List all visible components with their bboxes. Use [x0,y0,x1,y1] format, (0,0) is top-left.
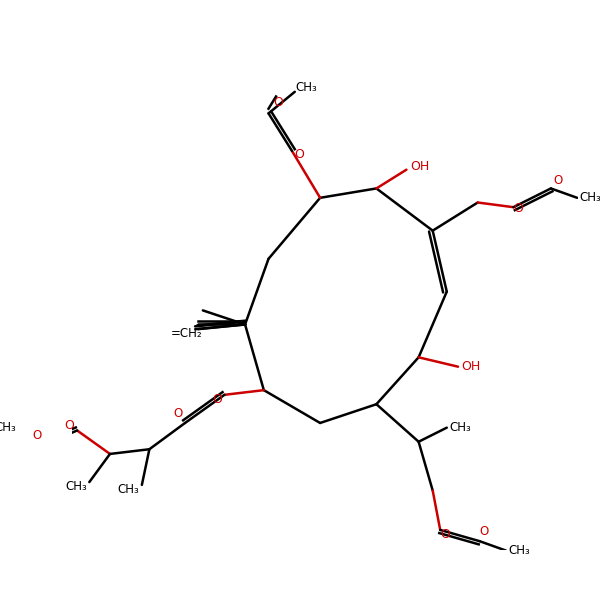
Text: O: O [554,175,563,187]
Text: O: O [273,95,283,109]
Text: CH₃: CH₃ [118,483,140,496]
Text: O: O [32,428,41,442]
Text: CH₃: CH₃ [65,480,87,493]
Text: O: O [479,525,489,538]
Text: O: O [440,528,450,541]
Text: CH₃: CH₃ [580,191,600,205]
Text: OH: OH [410,160,429,173]
Text: O: O [295,148,304,161]
Text: O: O [212,393,222,406]
Text: O: O [65,419,74,432]
Text: O: O [513,202,523,215]
Text: CH₃: CH₃ [508,544,530,557]
Text: OH: OH [461,360,481,373]
Text: =CH₂: =CH₂ [171,328,203,340]
Text: CH₃: CH₃ [0,421,16,434]
Text: CH₃: CH₃ [295,80,317,94]
Text: O: O [173,407,182,420]
Text: CH₃: CH₃ [449,421,471,434]
